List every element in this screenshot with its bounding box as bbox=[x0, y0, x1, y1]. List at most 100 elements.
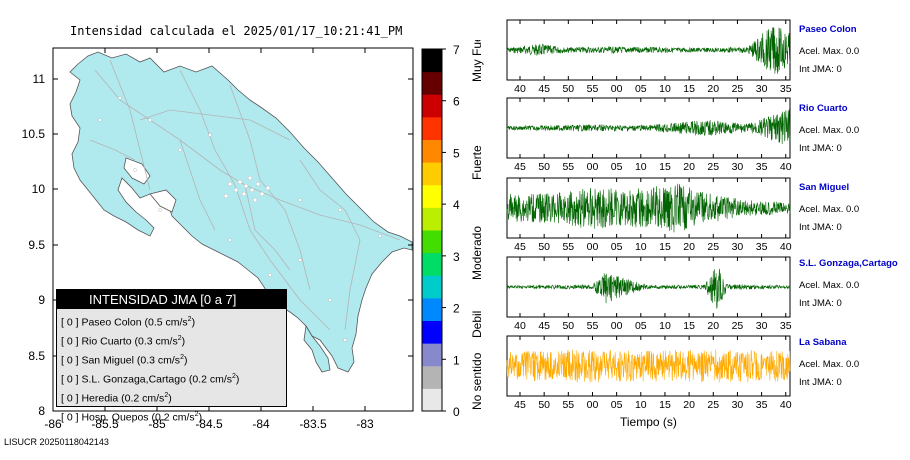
colorbar-tick-label: 4 bbox=[453, 198, 460, 212]
waveform-trace bbox=[506, 109, 791, 148]
waveform-tick-label: 30 bbox=[732, 399, 744, 411]
map-x-tick-label: -84.5 bbox=[195, 417, 223, 430]
station-info: Acel. Max. 0.0 Int JMA: 0 bbox=[799, 277, 859, 313]
colorbar-stop bbox=[422, 139, 442, 163]
station-name[interactable]: Paseo Colon bbox=[799, 24, 857, 35]
costa-rica-land bbox=[69, 51, 413, 373]
waveform-tick-label: 50 bbox=[562, 83, 574, 95]
waveform-tick-label: 45 bbox=[514, 241, 526, 253]
waveform-trace bbox=[506, 183, 791, 233]
colorbar-stop bbox=[422, 207, 442, 231]
colorbar-tick-label: 5 bbox=[453, 146, 460, 160]
map-x-tick-label: -86 bbox=[44, 417, 62, 430]
waveform-tick-label: 15 bbox=[683, 83, 695, 95]
waveform-tick-label: 25 bbox=[707, 241, 719, 253]
map-y-tick-label: 11 bbox=[33, 72, 46, 86]
colorbar-tick-label: 7 bbox=[453, 43, 460, 57]
map-y-tick-label: 8.5 bbox=[28, 349, 45, 363]
waveform-tick-label: 20 bbox=[683, 161, 695, 173]
waveform-panels: 40 45 50 55 00 05 10 15 20 25 30 35 45 50 55 00 05 10 15 20… bbox=[506, 19, 792, 411]
colorbar-category-label: Moderado bbox=[470, 226, 484, 280]
colorbar-stop bbox=[422, 388, 442, 412]
map-y-tick-label: 9 bbox=[38, 293, 45, 307]
legend-item-san-miguel: [ 0 ] San Miguel (0.3 cm/s2) bbox=[61, 354, 188, 367]
waveform-tick-label: 55 bbox=[587, 320, 599, 332]
station-name[interactable]: S.L. Gonzaga,Cartago bbox=[799, 258, 898, 269]
colorbar-stop bbox=[422, 116, 442, 140]
colorbar-category-label: Debil bbox=[470, 311, 484, 338]
waveform-tick-label: 10 bbox=[635, 241, 647, 253]
waveform-tick-label: 30 bbox=[756, 320, 768, 332]
legend-item-heredia: [ 0 ] Heredia (0.2 cm/s2) bbox=[61, 392, 172, 405]
colorbar-stop bbox=[422, 49, 442, 73]
waveform-tick-label: 40 bbox=[780, 399, 792, 411]
waveform-tick-label: 25 bbox=[707, 161, 719, 173]
map-y-tick-label: 10.5 bbox=[22, 127, 46, 141]
station-name[interactable]: Rio Cuarto bbox=[799, 103, 848, 114]
colorbar-tick-label: 3 bbox=[453, 250, 460, 264]
colorbar-stop bbox=[422, 184, 442, 208]
colorbar-stop bbox=[422, 275, 442, 299]
map-y-tick-label: 8 bbox=[38, 404, 45, 418]
waveform-tick-label: 00 bbox=[587, 399, 599, 411]
footer-id: LISUCR 20250118042143 bbox=[4, 437, 109, 447]
waveform-tick-label: 35 bbox=[756, 399, 768, 411]
colorbar-stop bbox=[422, 252, 442, 276]
intensity-colorbar: 7 6 5 4 3 2 1 0 Muy Fuerte Fuerte Moderado Debil No… bbox=[421, 40, 484, 419]
map-y-tick-label: 9.5 bbox=[28, 238, 45, 252]
colorbar-stop bbox=[422, 297, 442, 321]
station-acel-max: Acel. Max. 0.0 bbox=[799, 359, 860, 370]
station-name[interactable]: San Miguel bbox=[799, 182, 850, 193]
waveform-tick-label: 20 bbox=[683, 399, 695, 411]
colorbar-stop bbox=[422, 230, 442, 254]
station-int-jma: Int JMA: 0 bbox=[799, 64, 842, 75]
waveform-tick-label: 55 bbox=[562, 241, 574, 253]
waveform-tick-label: 55 bbox=[587, 83, 599, 95]
waveform-tick-label: 15 bbox=[683, 320, 695, 332]
station-info: Acel. Max. 0.0 Int JMA: 0 bbox=[799, 43, 859, 79]
waveform-trace bbox=[506, 349, 791, 383]
waveform-tick-label: 05 bbox=[611, 241, 623, 253]
legend-item-sl-gonzaga: [ 0 ] S.L. Gonzaga,Cartago (0.2 cm/s2) bbox=[61, 373, 240, 386]
waveform-tick-label: 05 bbox=[611, 399, 623, 411]
waveform-tick-label: 05 bbox=[635, 83, 647, 95]
station-int-jma: Int JMA: 0 bbox=[799, 222, 842, 233]
colorbar-category-label: Muy Fuerte bbox=[470, 40, 484, 82]
waveform-tick-label: 50 bbox=[538, 161, 550, 173]
waveform-tick-label: 30 bbox=[756, 83, 768, 95]
waveform-tick-label: 45 bbox=[514, 399, 526, 411]
waveform-tick-label: 35 bbox=[756, 161, 768, 173]
colorbar-tick-label: 6 bbox=[453, 95, 460, 109]
legend-item-hosp-quepos: [ 0 ] Hosp. Quepos (0.2 cm/s2) bbox=[61, 411, 203, 424]
station-acel-max: Acel. Max. 0.0 bbox=[799, 125, 860, 136]
waveform-tick-label: 10 bbox=[635, 399, 647, 411]
waveform-tick-label: 25 bbox=[707, 399, 719, 411]
waveform-tick-label: 10 bbox=[635, 161, 647, 173]
waveform-tick-label: 00 bbox=[611, 83, 623, 95]
station-int-jma: Int JMA: 0 bbox=[799, 143, 842, 154]
map-title: Intensidad calculada el 2025/01/17_10:21… bbox=[70, 24, 403, 38]
waveform-tick-label: 45 bbox=[514, 161, 526, 173]
colorbar-stop bbox=[422, 162, 442, 186]
colorbar-tick-label: 2 bbox=[453, 302, 460, 316]
waveform-tick-label: 15 bbox=[659, 241, 671, 253]
waveform-tick-label: 35 bbox=[756, 241, 768, 253]
station-acel-max: Acel. Max. 0.0 bbox=[799, 46, 860, 57]
station-int-jma: Int JMA: 0 bbox=[799, 377, 842, 388]
map-y-tick-label: 10 bbox=[32, 182, 46, 196]
map-x-tick-label: -84 bbox=[252, 417, 270, 430]
waveform-tick-label: 55 bbox=[562, 161, 574, 173]
colorbar-category-label: No sentido bbox=[470, 352, 484, 410]
waveform-tick-label: 10 bbox=[659, 320, 671, 332]
station-name[interactable]: La Sabana bbox=[799, 337, 847, 348]
map-x-tick-label: -85.5 bbox=[91, 417, 119, 430]
waveform-tick-label: 00 bbox=[587, 241, 599, 253]
waveform-tick-label: 40 bbox=[780, 161, 792, 173]
waveform-tick-label: 55 bbox=[562, 399, 574, 411]
intensity-legend: INTENSIDAD JMA [0 a 7] [ 0 ] Paseo Colon… bbox=[56, 289, 287, 424]
colorbar-stop bbox=[422, 71, 442, 95]
waveform-tick-label: 40 bbox=[514, 83, 526, 95]
colorbar-tick-label: 1 bbox=[453, 353, 460, 367]
waveform-trace bbox=[506, 27, 791, 74]
map-x-tick-label: -83.5 bbox=[299, 417, 327, 430]
